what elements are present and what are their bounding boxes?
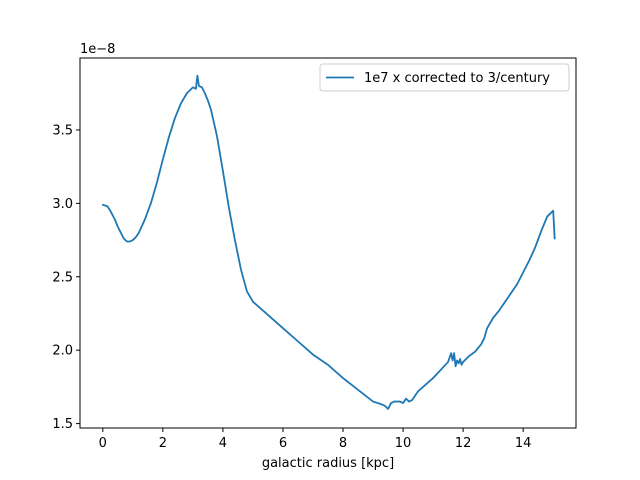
y-tick-label: 2.5 (52, 270, 73, 285)
x-tick-label: 0 (99, 436, 107, 451)
plot-area (101, 74, 556, 410)
x-axis: 0 2 4 6 8 10 12 14 (99, 428, 532, 451)
legend-entry-label: 1e7 x corrected to 3/century (364, 71, 550, 86)
x-tick-label: 2 (159, 436, 167, 451)
legend: 1e7 x corrected to 3/century (319, 63, 570, 92)
y-axis: 1.5 2.0 2.5 3.0 3.5 (52, 123, 80, 432)
axes-frame (79, 57, 577, 429)
y-offset-label: 1e−8 (80, 42, 115, 57)
y-tick-label: 2.0 (52, 344, 73, 359)
series-line-0 (101, 74, 556, 410)
x-tick-label: 4 (219, 436, 227, 451)
y-tick-label: 1.5 (52, 417, 73, 432)
x-tick-label: 12 (455, 436, 472, 451)
x-axis-label: galactic radius [kpc] (262, 456, 394, 471)
x-tick-label: 14 (515, 436, 532, 451)
x-tick-label: 8 (339, 436, 347, 451)
x-tick-label: 6 (279, 436, 287, 451)
legend-box (319, 63, 570, 92)
y-tick-label: 3.0 (52, 197, 73, 212)
y-tick-label: 3.5 (52, 123, 73, 138)
x-tick-label: 10 (395, 436, 412, 451)
